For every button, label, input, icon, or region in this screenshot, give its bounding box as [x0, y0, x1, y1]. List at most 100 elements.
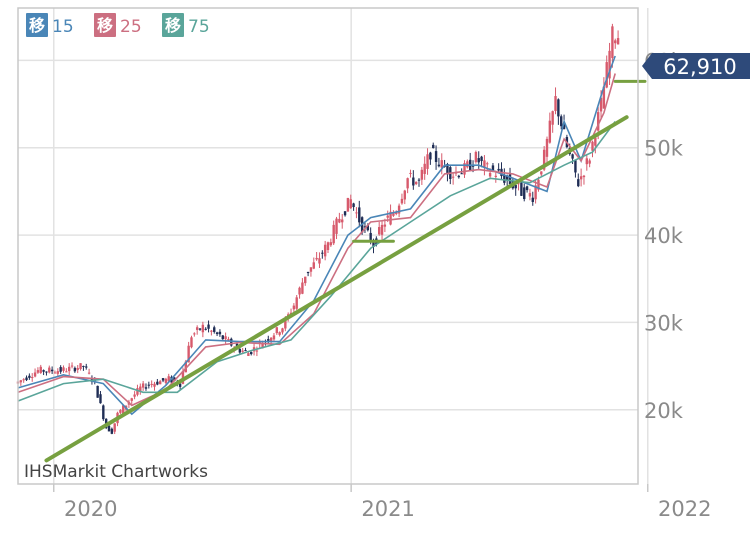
candle-body — [201, 324, 205, 333]
candle-body — [318, 258, 321, 264]
candle-body — [542, 149, 546, 170]
candle-body — [139, 386, 142, 392]
candle-body — [48, 367, 51, 373]
candle-body — [241, 350, 244, 352]
candle-body — [281, 328, 284, 333]
candle-body — [616, 38, 620, 45]
candle-body — [33, 372, 37, 377]
candle-body — [272, 335, 276, 340]
candle-body — [545, 138, 549, 157]
candle-body — [571, 154, 574, 159]
candle-body — [278, 332, 281, 335]
candle-body — [477, 158, 480, 163]
candle-body — [574, 160, 577, 173]
candle-body — [261, 343, 264, 349]
legend-badge-text: 移 — [165, 16, 181, 35]
candle-body — [488, 172, 492, 177]
candle-body — [523, 187, 526, 200]
candle-body — [284, 318, 287, 329]
candle-body — [304, 276, 307, 284]
candle-body — [298, 287, 301, 295]
candle-body — [36, 370, 40, 373]
candle-body — [440, 160, 443, 168]
candle-body — [39, 366, 42, 373]
candle-body — [73, 367, 77, 372]
candle-body — [417, 179, 421, 181]
candle-body — [551, 111, 554, 125]
candle-body — [466, 161, 469, 168]
x-tick-label: 2021 — [361, 497, 414, 521]
grid — [18, 8, 649, 484]
candle-body — [520, 182, 523, 196]
candle-body — [423, 163, 426, 174]
candle-body — [599, 97, 603, 112]
candle-body — [207, 324, 210, 329]
candle-body — [335, 218, 338, 234]
candle-body — [420, 169, 424, 180]
candle-body — [537, 179, 540, 190]
candle-body — [451, 176, 455, 178]
candle-body — [437, 164, 441, 167]
candle-body — [392, 212, 395, 216]
candle-body — [611, 26, 614, 59]
candle-body — [227, 338, 230, 341]
candle-body — [62, 367, 65, 371]
candle-body — [315, 257, 318, 260]
candle-body — [96, 385, 99, 398]
candle-body — [210, 330, 213, 332]
y-tick-label: 20k — [644, 399, 684, 423]
candle-body — [193, 333, 196, 335]
legend-period: 75 — [188, 17, 210, 37]
candle-body — [221, 335, 224, 340]
candle-body — [110, 428, 114, 434]
candle-body — [460, 173, 463, 175]
candle-body — [432, 144, 435, 149]
candle-body — [548, 120, 552, 143]
candle-body — [82, 365, 85, 367]
candle-body — [190, 337, 193, 348]
legend-period: 25 — [120, 17, 142, 37]
candle-body — [87, 372, 91, 374]
legend: 移 15 移 25 移 75 — [26, 13, 210, 37]
candle-body — [560, 116, 563, 127]
candle-body — [369, 232, 372, 242]
candle-body — [434, 151, 438, 162]
candle-body — [377, 227, 381, 235]
candles — [16, 23, 620, 435]
candle-body — [389, 211, 392, 225]
candle-body — [50, 369, 54, 372]
candle-body — [486, 163, 489, 165]
candle-body — [577, 179, 580, 187]
ma-line-ma-75 — [17, 121, 616, 402]
candle-body — [326, 242, 330, 251]
candle-body — [42, 370, 45, 372]
candle-body — [494, 175, 497, 177]
candle-body — [309, 267, 313, 272]
candle-body — [341, 219, 344, 223]
candle-body — [414, 181, 418, 185]
chart-watermark: IHSMarkit Chartworks — [24, 462, 208, 482]
candle-body — [412, 177, 415, 186]
candle-body — [355, 212, 358, 214]
candle-body — [161, 378, 165, 381]
candle-body — [153, 383, 156, 387]
candle-body — [141, 383, 145, 388]
candle-body — [31, 377, 34, 379]
candle-body — [497, 168, 500, 171]
candle-body — [159, 381, 162, 385]
candle-body — [582, 175, 586, 178]
candle-body — [531, 197, 534, 202]
plot-frame — [17, 7, 639, 485]
candle-body — [534, 185, 537, 200]
moving-averages — [17, 55, 616, 416]
candle-body — [102, 405, 105, 420]
candle-body — [503, 175, 506, 183]
candle-body — [608, 50, 611, 79]
candle-body — [164, 378, 168, 383]
legend-period: 15 — [52, 17, 74, 37]
candle-body — [295, 297, 298, 309]
candle-body — [338, 218, 341, 223]
candle-body — [395, 212, 398, 214]
candle-body — [25, 377, 28, 381]
